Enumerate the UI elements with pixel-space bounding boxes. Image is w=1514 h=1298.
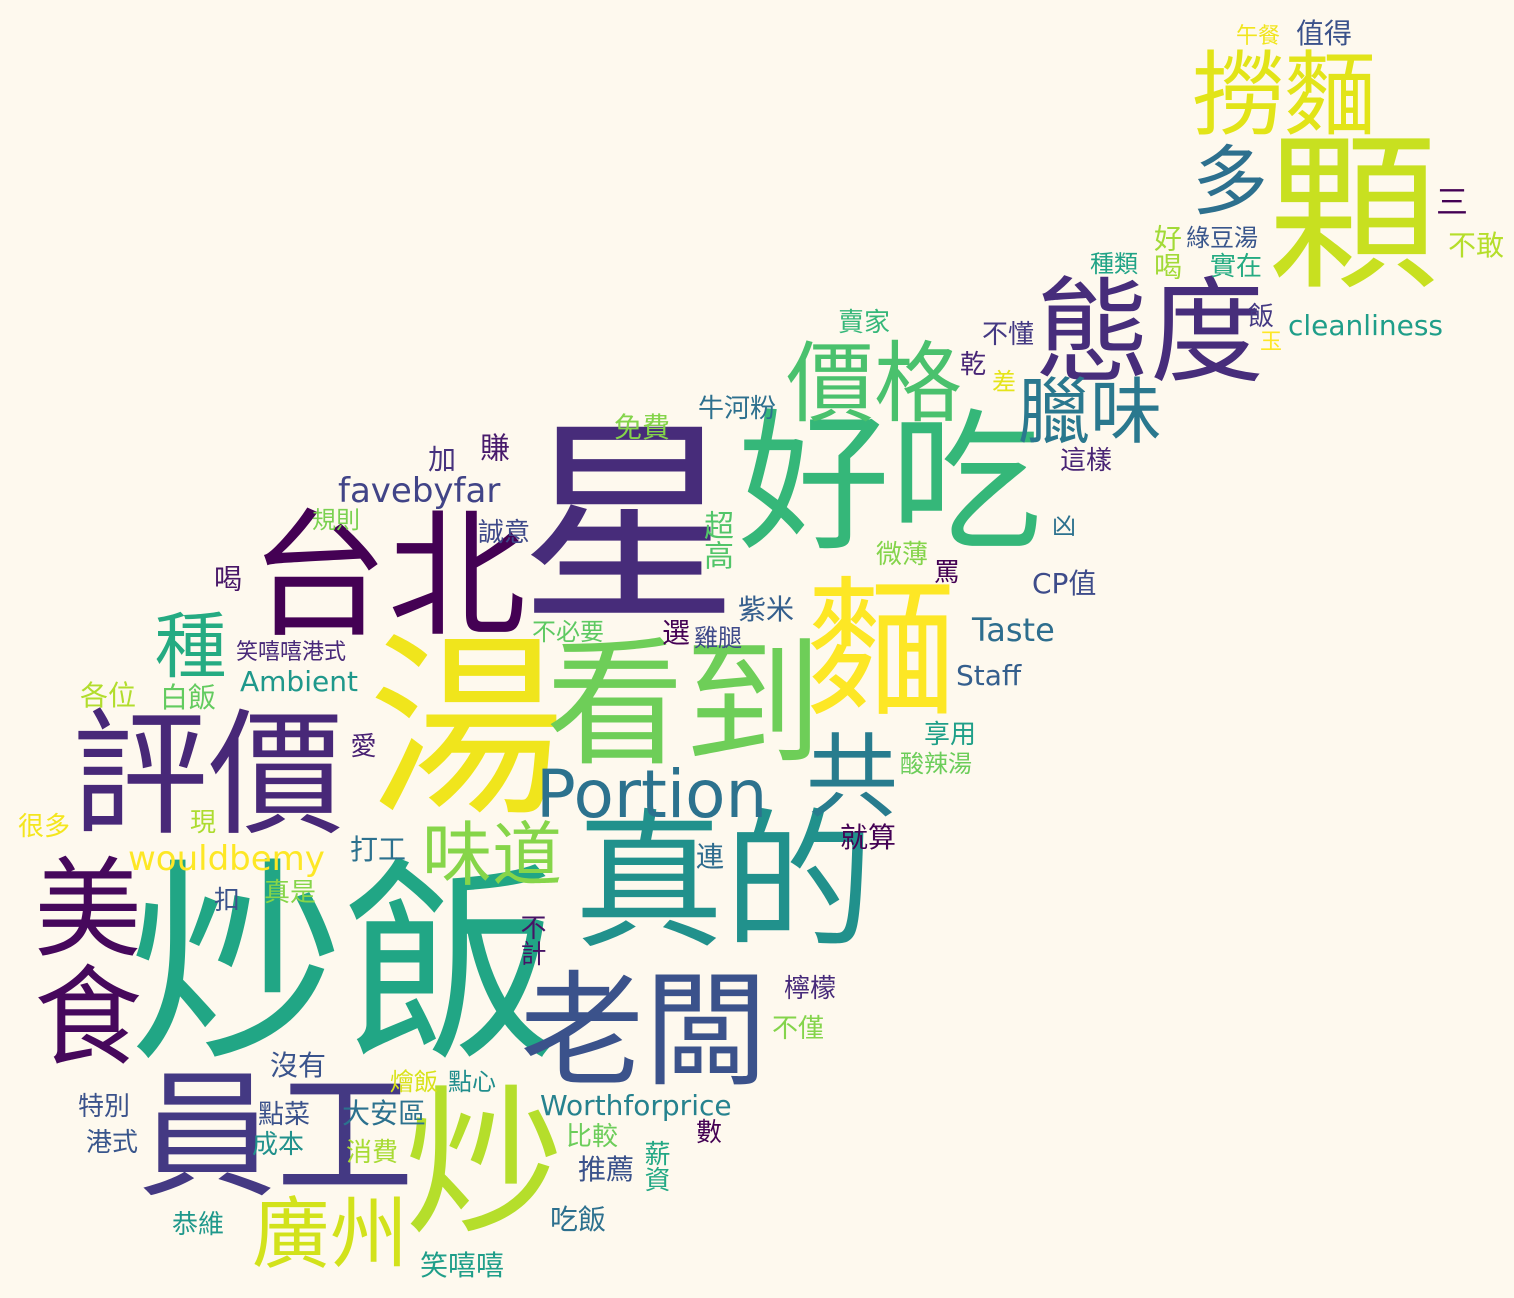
word-diancai: 點菜 (258, 1100, 311, 1130)
word-zhong: 種 (142, 608, 226, 680)
word-gan: 乾 (960, 350, 987, 380)
word-haochi: 好吃 (738, 395, 1042, 572)
word-weibo: 微薄 (876, 540, 929, 570)
word-cleanliness: cleanliness (1288, 309, 1444, 342)
word-zhende: 真的 (574, 796, 875, 970)
word-cha: 差 (992, 368, 1016, 396)
word-jiage: 價格 (786, 332, 963, 435)
word-jitui: 雞腿 (694, 624, 742, 652)
word-lawei: 臘味 (1018, 370, 1163, 454)
word-gongwei: 恭維 (172, 1210, 225, 1240)
word-taidu: 態度 (1036, 266, 1265, 399)
word-baifan: 白飯 (160, 681, 217, 714)
word-portion: Portion (536, 756, 768, 833)
word-shizai: 實在 (1210, 252, 1263, 282)
word-ke: 顆 (1268, 116, 1439, 314)
word-wucan: 午餐 (1236, 24, 1281, 49)
word-niuhefen: 牛河粉 (698, 394, 777, 424)
word-zheyang: 這樣 (1060, 446, 1113, 476)
word-cp: CP值 (1032, 567, 1097, 600)
word-lvdoutang: 綠豆湯 (1186, 224, 1258, 252)
word-guize: 規則 (312, 506, 360, 534)
word-shu: 數 (696, 1118, 723, 1148)
word-chengyi: 誠意 (478, 518, 531, 548)
word-taibei: 台北 (250, 496, 527, 657)
word-meiyou: 沒有 (270, 1049, 327, 1082)
word-chaogao: 超高 (698, 510, 733, 570)
word-duo: 多 (1192, 137, 1268, 226)
word-chao: 炒 (404, 1070, 565, 1257)
word-tebie: 特別 (78, 1092, 131, 1122)
word-xiong: 凶 (1052, 512, 1076, 540)
word-daanqu: 大安區 (342, 1097, 427, 1130)
word-gangshi: 港式 (86, 1128, 139, 1158)
word-xing: 星 (520, 400, 738, 653)
word-maijia: 賣家 (838, 308, 891, 338)
word-tang: 湯 (368, 616, 565, 844)
word-meishi: 美食 (16, 852, 141, 1068)
word-xiangyong: 享用 (924, 720, 977, 750)
word-bujin: 不僅 (772, 1014, 825, 1044)
word-kou: 扣 (214, 886, 241, 916)
word-gong: 共 (806, 724, 899, 831)
word-dagong: 打工 (350, 833, 407, 866)
word-buji: 不計 (516, 914, 546, 966)
word-xuan: 選 (658, 618, 691, 646)
word-xiaoxixi-gangshi: 笑嘻嘻港式 (236, 640, 347, 665)
word-tuijian: 推薦 (578, 1153, 635, 1186)
word-favebyfar: favebyfar (338, 471, 501, 511)
word-chengben: 成本 (252, 1130, 305, 1160)
word-he: 喝 (210, 564, 243, 592)
word-haohe: 好喝 (1150, 224, 1183, 280)
word-ambient: Ambient (240, 665, 358, 698)
word-zhenshi: 真是 (264, 878, 317, 908)
word-ai: 愛 (346, 732, 376, 758)
word-staff: Staff (956, 659, 1022, 692)
word-laoban: 老闆 (520, 960, 769, 1104)
word-laomian: 撈麵 (1192, 42, 1377, 149)
word-yuangong: 員工 (138, 1056, 415, 1217)
word-huifan: 燴飯 (390, 1068, 438, 1096)
word-bugan: 不敢 (1448, 229, 1505, 262)
word-bubiyao: 不必要 (532, 618, 604, 646)
word-zhonglei: 種類 (1090, 250, 1138, 278)
word-taste: Taste (972, 611, 1055, 649)
word-zhuan: 賺 (474, 432, 509, 462)
word-gewei: 各位 (80, 679, 137, 712)
word-dianxin: 點心 (448, 1068, 496, 1096)
word-zimi: 紫米 (738, 593, 795, 626)
word-wouldbemy: wouldbemy (128, 839, 325, 879)
word-weidao: 味道 (422, 814, 562, 896)
word-chaofan: 炒飯 (128, 840, 561, 1091)
word-san: 三 (1436, 183, 1469, 221)
word-xian: 現 (190, 808, 217, 838)
word-yu: 玉 (1260, 330, 1283, 355)
word-jiusuan: 就算 (840, 821, 897, 854)
word-ningmeng: 檸檬 (784, 974, 837, 1004)
word-jia: 加 (428, 443, 457, 476)
word-ma: 罵 (934, 558, 961, 588)
word-lian: 連 (692, 842, 725, 870)
word-suanlatang: 酸辣湯 (900, 750, 972, 778)
word-worthforprice: Worthforprice (540, 1089, 732, 1122)
word-mianfei: 免費 (614, 411, 671, 444)
word-bijiao: 比較 (566, 1122, 619, 1152)
word-pingjia: 評價 (72, 697, 344, 855)
word-fan-small: 飯 (1248, 302, 1275, 332)
word-xinzi: 薪資 (640, 1140, 670, 1192)
word-budong: 不懂 (982, 320, 1035, 350)
word-henduo: 很多 (18, 812, 71, 842)
word-xiaoxixi: 笑嘻嘻 (420, 1249, 505, 1282)
word-xiaofei: 消費 (346, 1138, 399, 1168)
word-guangzhou: 廣州 (252, 1190, 409, 1280)
word-kandao: 看到 (546, 624, 823, 785)
word-zhide: 值得 (1296, 17, 1353, 50)
word-mian: 麵 (806, 564, 957, 738)
word-chifan: 吃飯 (550, 1203, 607, 1236)
